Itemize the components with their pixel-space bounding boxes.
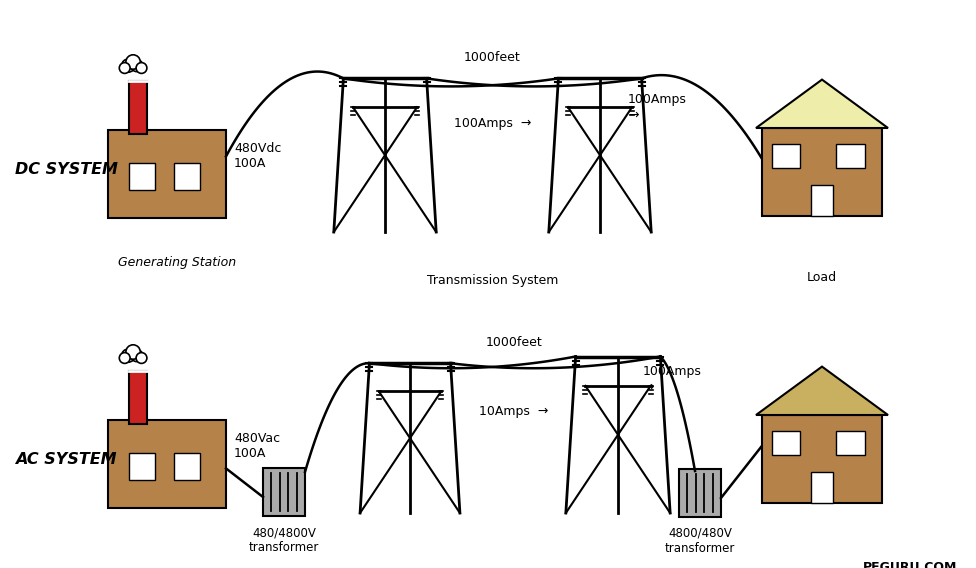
Circle shape — [126, 55, 141, 69]
Bar — [762, 128, 882, 216]
Bar — [174, 164, 200, 190]
Circle shape — [119, 353, 130, 364]
Bar — [174, 453, 200, 480]
Polygon shape — [756, 80, 888, 128]
Text: 1000feet: 1000feet — [486, 336, 543, 349]
Circle shape — [122, 59, 135, 72]
Bar — [129, 453, 155, 480]
Bar — [129, 81, 147, 134]
Bar — [129, 164, 155, 190]
Text: DC SYSTEM: DC SYSTEM — [15, 162, 118, 177]
Circle shape — [136, 62, 147, 73]
Bar — [108, 130, 226, 218]
Polygon shape — [756, 366, 888, 415]
Circle shape — [131, 60, 142, 72]
Text: AC SYSTEM: AC SYSTEM — [15, 452, 116, 467]
Circle shape — [126, 345, 141, 359]
Text: 4800/480V
transformer: 4800/480V transformer — [665, 527, 735, 555]
Bar — [836, 431, 865, 456]
Text: PEGURU.COM: PEGURU.COM — [863, 561, 957, 568]
Bar — [762, 415, 882, 503]
Bar — [772, 144, 800, 169]
Bar — [108, 420, 226, 508]
Text: Transmission System: Transmission System — [427, 274, 558, 287]
Text: 100Amps  →: 100Amps → — [454, 116, 531, 130]
Text: 100Amps
→: 100Amps → — [643, 365, 702, 393]
Text: 480Vdc
100A: 480Vdc 100A — [234, 142, 281, 170]
Text: 100Amps
→: 100Amps → — [628, 93, 687, 121]
Text: Generating Station: Generating Station — [118, 256, 236, 269]
Circle shape — [122, 349, 135, 362]
Bar — [811, 185, 833, 216]
Bar — [679, 469, 721, 517]
Circle shape — [136, 353, 147, 364]
Text: Load: Load — [807, 271, 837, 284]
Text: 480Vac
100A: 480Vac 100A — [234, 432, 280, 460]
Text: 1000feet: 1000feet — [465, 51, 521, 64]
Bar — [811, 472, 833, 503]
Bar — [772, 431, 800, 456]
Text: 10Amps  →: 10Amps → — [479, 405, 549, 418]
Bar — [263, 468, 305, 516]
Circle shape — [119, 62, 130, 73]
Bar — [836, 144, 865, 169]
Bar — [129, 371, 147, 424]
Circle shape — [131, 349, 142, 362]
Text: 480/4800V
transformer: 480/4800V transformer — [249, 526, 319, 554]
